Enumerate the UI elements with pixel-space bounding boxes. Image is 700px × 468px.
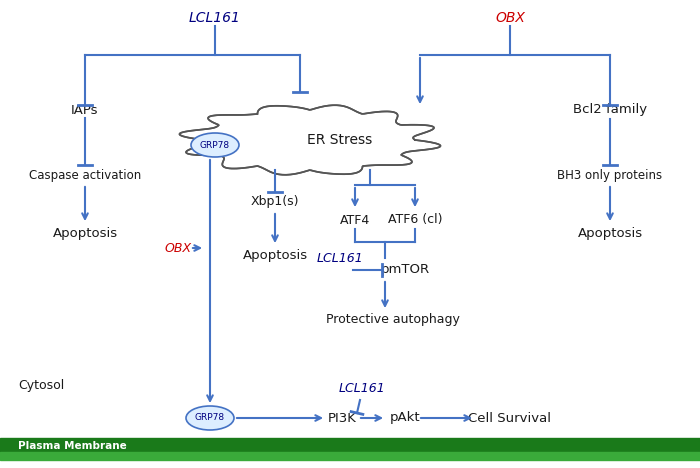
Text: Apoptosis: Apoptosis <box>578 227 643 240</box>
Text: Protective autophagy: Protective autophagy <box>326 314 460 327</box>
Text: IAPs: IAPs <box>71 103 99 117</box>
Ellipse shape <box>186 406 234 430</box>
Text: pAkt: pAkt <box>390 411 420 424</box>
Text: ATF4: ATF4 <box>340 213 370 227</box>
Text: OBX: OBX <box>495 11 525 25</box>
Text: ER Stress: ER Stress <box>307 133 372 147</box>
Text: Caspase activation: Caspase activation <box>29 168 141 182</box>
Bar <box>0 438 700 452</box>
Text: LCL161: LCL161 <box>339 381 386 395</box>
Text: Cell Survival: Cell Survival <box>468 411 552 424</box>
Text: pmTOR: pmTOR <box>380 263 430 277</box>
Text: Plasma Membrane: Plasma Membrane <box>18 441 127 451</box>
Text: Apoptosis: Apoptosis <box>242 249 307 262</box>
Text: Cytosol: Cytosol <box>18 379 64 392</box>
Text: GRP78: GRP78 <box>200 140 230 149</box>
Text: Bcl2 family: Bcl2 family <box>573 103 647 117</box>
Text: Apoptosis: Apoptosis <box>52 227 118 240</box>
Ellipse shape <box>191 133 239 157</box>
Text: ATF6 (cl): ATF6 (cl) <box>388 213 442 227</box>
Polygon shape <box>179 105 440 175</box>
Text: Xbp1(s): Xbp1(s) <box>251 196 300 209</box>
Text: BH3 only proteins: BH3 only proteins <box>557 168 663 182</box>
Text: LCL161: LCL161 <box>189 11 241 25</box>
Text: LCL161: LCL161 <box>316 251 363 264</box>
Bar <box>0 452 700 460</box>
Text: GRP78: GRP78 <box>195 414 225 423</box>
Text: OBX: OBX <box>164 241 192 255</box>
Text: PI3K: PI3K <box>328 411 356 424</box>
